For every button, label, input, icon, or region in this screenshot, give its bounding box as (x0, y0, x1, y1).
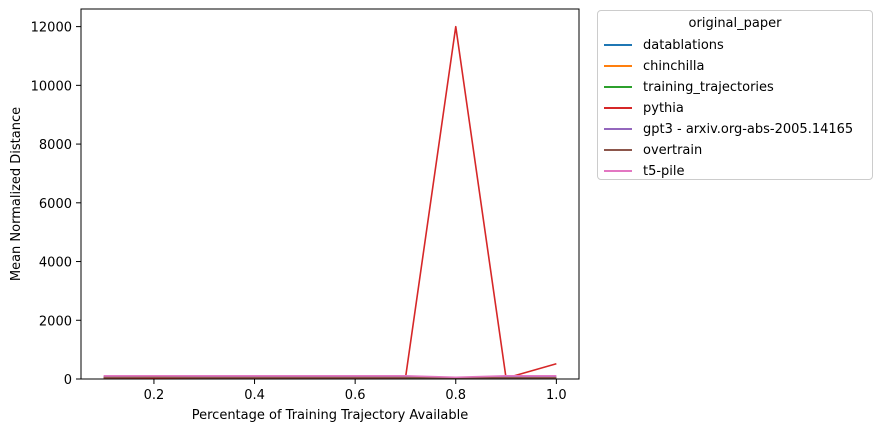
y-tick-label: 6000 (39, 197, 72, 212)
x-tick-label: 1.0 (546, 388, 567, 403)
legend-label: t5-pile (643, 163, 685, 179)
legend-item: pythia (604, 100, 684, 116)
legend-swatch (604, 44, 632, 46)
y-tick-label: 0 (64, 373, 72, 388)
legend-item: training_trajectories (604, 79, 774, 95)
legend-label: chinchilla (643, 58, 705, 74)
legend-swatch (604, 170, 632, 172)
legend-item: overtrain (604, 142, 702, 158)
y-tick-label: 2000 (39, 314, 72, 329)
series-lines (103, 25, 557, 380)
x-axis: 0.2 0.4 0.6 0.8 1.0 (144, 379, 567, 403)
plot-frame (80, 8, 580, 380)
legend-label: pythia (643, 100, 684, 116)
legend-swatch (604, 128, 632, 130)
x-tick-label: 0.6 (345, 388, 366, 403)
y-tick-label: 10000 (31, 79, 72, 94)
legend-item: chinchilla (604, 58, 704, 74)
series-line-t5-pile (103, 374, 557, 379)
legend-item: t5-pile (604, 163, 685, 179)
y-tick-label: 4000 (39, 256, 72, 271)
legend-item: datablations (604, 37, 724, 53)
series-line-overtrain (103, 376, 557, 379)
legend-swatch (604, 149, 632, 151)
legend-label: datablations (643, 37, 724, 53)
x-tick-label: 0.8 (445, 388, 466, 403)
legend-swatch (604, 65, 632, 67)
x-tick-label: 0.2 (144, 388, 165, 403)
legend-swatch (604, 107, 632, 109)
y-tick-label: 12000 (31, 21, 72, 36)
legend-label: training_trajectories (643, 79, 774, 95)
x-axis-label: Percentage of Training Trajectory Availa… (192, 408, 469, 423)
x-tick-label: 0.4 (244, 388, 265, 403)
legend-label: gpt3 - arxiv.org-abs-2005.14165 (643, 121, 854, 137)
y-axis: 0 2000 4000 6000 8000 10000 12000 (31, 21, 81, 388)
legend-swatch (604, 86, 632, 88)
series-line-pythia (103, 25, 557, 379)
y-tick-label: 8000 (39, 138, 72, 153)
legend-title: original_paper (688, 16, 782, 31)
legend: original_paper datablations chinchilla tra… (597, 10, 873, 180)
legend-label: overtrain (643, 142, 703, 158)
legend-item: gpt3 - arxiv.org-abs-2005.14165 (604, 121, 853, 137)
y-axis-label: Mean Normalized Distance (9, 107, 24, 281)
